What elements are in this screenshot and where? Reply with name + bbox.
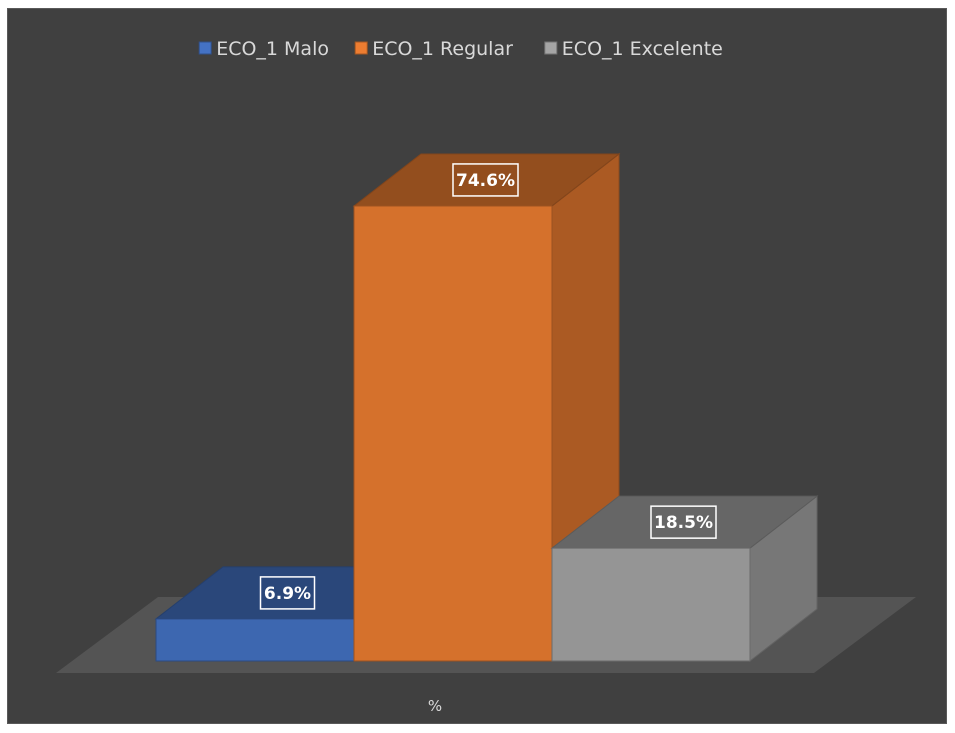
bar-front-face xyxy=(155,618,355,662)
data-label-box xyxy=(452,163,519,197)
chart-legend: ECO_1 Malo ECO_1 Regular ECO_1 Excelente xyxy=(198,38,723,60)
data-label-text: 6.9% xyxy=(264,584,311,604)
legend-label: ECO_1 Regular xyxy=(372,38,513,60)
data-label-text: 74.6% xyxy=(456,171,515,191)
data-label-box xyxy=(650,505,717,539)
bar-front-face xyxy=(353,205,553,662)
data-label: 74.6% xyxy=(452,163,519,197)
chart-area: ECO_1 Malo ECO_1 Regular ECO_1 Excelente 6… xyxy=(7,8,947,724)
legend-swatch xyxy=(354,41,368,55)
legend-label: ECO_1 Excelente xyxy=(562,38,723,60)
data-label-box xyxy=(259,576,316,610)
legend-item: ECO_1 Malo xyxy=(198,38,329,60)
x-axis-label: % xyxy=(428,697,442,715)
data-label: 6.9% xyxy=(259,576,316,610)
bar-eco-1-excelente xyxy=(550,495,819,663)
bar-group xyxy=(154,152,819,663)
legend-item: ECO_1 Regular xyxy=(354,38,513,60)
legend-item: ECO_1 Excelente xyxy=(544,38,723,60)
legend-label: ECO_1 Malo xyxy=(216,38,329,60)
chart-svg: ECO_1 Malo ECO_1 Regular ECO_1 Excelente 6… xyxy=(56,38,916,715)
data-label: 18.5% xyxy=(650,505,717,539)
data-label-text: 18.5% xyxy=(654,513,713,533)
legend-swatch xyxy=(198,41,212,55)
bar-front-face xyxy=(551,547,751,662)
legend-swatch xyxy=(544,41,558,55)
data-label-group: 6.9% 74.6% 18.5% xyxy=(259,163,717,610)
